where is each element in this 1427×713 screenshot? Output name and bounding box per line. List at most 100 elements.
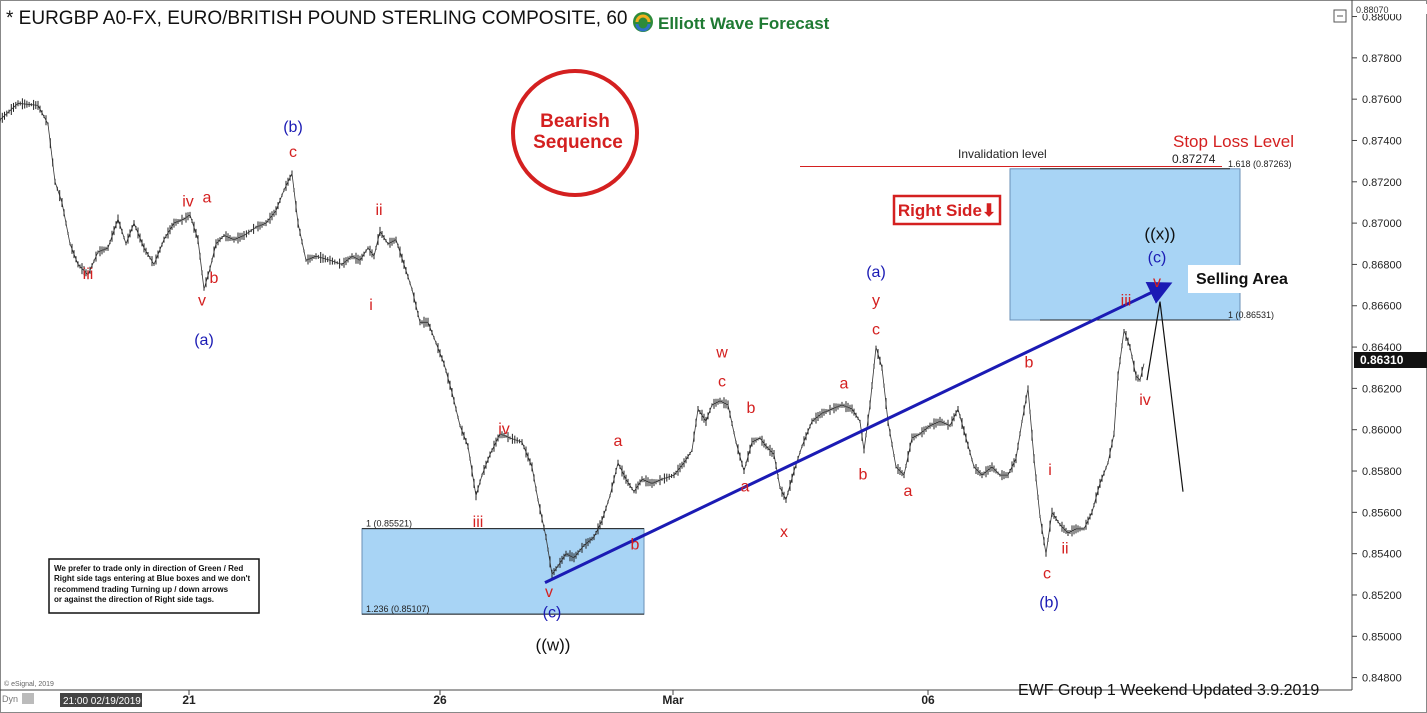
price-series — [0, 98, 1184, 579]
wave-label: i — [1048, 462, 1052, 479]
y-axis: 0.88000 0.87800 0.87600 0.87400 0.87200 0.870… — [1352, 12, 1402, 685]
y-tick-label: 0.85000 — [1362, 631, 1402, 643]
y-tick-label: 0.86800 — [1362, 259, 1402, 271]
dyn-toggle-icon[interactable] — [22, 693, 34, 704]
wave-label: c — [872, 322, 880, 339]
wave-label: ii — [375, 202, 382, 219]
y-tick-label: 0.87200 — [1362, 177, 1402, 189]
logo-arc-icon — [635, 14, 651, 23]
wave-label: (a) — [194, 332, 214, 349]
wave-label: y — [872, 293, 880, 310]
wave-label: c — [289, 144, 297, 161]
wave-label: v — [198, 293, 206, 310]
top-price-tag — [1354, 4, 1427, 14]
y-tick-label: 0.85800 — [1362, 466, 1402, 478]
wave-label: a — [741, 479, 750, 496]
bearish-badge — [511, 69, 639, 197]
wave-label: ((x)) — [1144, 225, 1175, 244]
disclaimer-line-2: Right side tags entering at Blue boxes a… — [54, 574, 250, 583]
wave-label: w — [715, 344, 728, 361]
wave-label: iv — [182, 194, 194, 211]
wave-label: i — [369, 297, 373, 314]
selling-area-label: Selling Area — [1196, 271, 1288, 288]
wave-label: b — [210, 270, 219, 287]
copyright: © eSignal, 2019 — [4, 680, 54, 688]
wave-label: (c) — [543, 605, 562, 622]
y-tick-label: 0.88000 — [1362, 12, 1402, 24]
selling-area-box — [1188, 265, 1300, 293]
wave-label: v — [1153, 274, 1161, 291]
x-tick-label: 21 — [182, 693, 196, 707]
y-tick-label: 0.87000 — [1362, 218, 1402, 230]
price-line — [0, 102, 1145, 576]
y-tick-label: 0.85600 — [1362, 507, 1402, 519]
update-text: EWF Group 1 Weekend Updated 3.9.2019 — [1018, 682, 1319, 699]
wave-label: (a) — [866, 264, 886, 281]
wave-label: c — [1043, 565, 1051, 582]
cursor-time-box — [60, 693, 142, 707]
fib-label-top: 1.618 (0.87263) — [1228, 159, 1292, 169]
wave-label: (b) — [1039, 594, 1059, 611]
fib-label-top: 1 (0.85521) — [366, 519, 412, 529]
wave-label: (c) — [1148, 249, 1167, 266]
y-tick-label: 0.85400 — [1362, 549, 1402, 561]
y-tick-label: 0.86200 — [1362, 383, 1402, 395]
brand-name: Elliott Wave Forecast — [658, 14, 830, 33]
cursor-time: 21:00 02/19/2019 — [63, 696, 141, 707]
wave-label: v — [545, 584, 553, 601]
x-tick-label: 06 — [921, 693, 935, 707]
stop-loss-value: 0.87274 — [1172, 152, 1216, 166]
logo-arc2-icon — [635, 23, 651, 32]
wave-label: b — [1025, 355, 1034, 372]
fib-label-bottom: 1 (0.86531) — [1228, 310, 1274, 320]
x-tick-label: 26 — [433, 693, 447, 707]
wave-label: iv — [1139, 392, 1151, 409]
current-price: 0.86310 — [1360, 353, 1404, 367]
trend-arrow-line — [544, 282, 1173, 584]
wave-label: a — [904, 483, 913, 500]
wave-label: (b) — [283, 119, 303, 136]
wave-label: ((w)) — [536, 636, 571, 655]
wave-label: iii — [473, 514, 484, 531]
wave-label: iii — [83, 266, 94, 283]
wave-label: b — [859, 466, 868, 483]
disclaimer-line-4: or against the direction of Right side t… — [54, 595, 214, 604]
disclaimer-line-3: recommend trading Turning up / down arro… — [54, 585, 229, 594]
wave-label: iv — [498, 421, 510, 438]
top-price: 0.88070 — [1356, 5, 1389, 15]
x-tick-label: Mar — [662, 693, 684, 707]
y-tick-label: 0.85200 — [1362, 590, 1402, 602]
right-side-label: Right Side⬇ — [898, 201, 996, 220]
fib-label-bottom: 1.236 (0.85107) — [366, 604, 430, 614]
wave-label: iii — [1121, 293, 1132, 310]
badge-line2: Sequence — [533, 132, 623, 153]
wave-label: a — [203, 190, 212, 207]
wave-label: c — [718, 373, 726, 390]
disclaimer-line-1: We prefer to trade only in direction of … — [54, 564, 243, 573]
brand-logo — [633, 12, 653, 32]
disclaimer-box — [48, 558, 260, 614]
symbol-title: * EURGBP A0-FX, EURO/BRITISH POUND STERL… — [6, 8, 628, 29]
right-side-tag — [892, 194, 1002, 226]
fib-box — [1009, 168, 1241, 321]
y-tick-label: 0.86000 — [1362, 425, 1402, 437]
fib-boxes: 1 (0.85521) 1.236 (0.85107) 1.618 (0.87263… — [361, 159, 1292, 615]
invalidation-label: Invalidation level — [958, 147, 1047, 161]
wave-label: x — [780, 524, 788, 541]
y-tick-label: 0.87600 — [1362, 94, 1402, 106]
y-tick-label: 0.87400 — [1362, 135, 1402, 147]
fib-box — [361, 528, 645, 615]
y-tick-label: 0.87800 — [1362, 53, 1402, 65]
wave-label: b — [631, 537, 640, 554]
wave-label: a — [840, 375, 849, 392]
stop-loss-label: Stop Loss Level — [1173, 132, 1294, 151]
wave-label: b — [747, 400, 756, 417]
current-price-tag — [1354, 352, 1427, 368]
trend-arrow — [544, 282, 1173, 584]
y-tick-label: 0.84800 — [1362, 673, 1402, 685]
wave-label: ii — [1061, 541, 1068, 558]
x-axis: 21 26 Mar 06 — [182, 690, 935, 707]
dyn-label: Dyn — [2, 694, 18, 704]
